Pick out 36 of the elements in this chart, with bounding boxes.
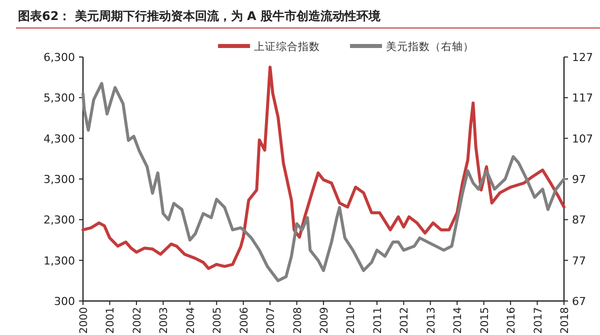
- y2-tick-label: 97: [572, 173, 586, 186]
- legend-label: 上证综合指数: [254, 40, 320, 53]
- legend-label: 美元指数（右轴）: [386, 40, 474, 53]
- y2-tick-label: 67: [572, 295, 586, 308]
- x-tick-label: 2001: [104, 307, 117, 334]
- y-tick-label: 2,300: [44, 214, 75, 227]
- x-tick-label: 2000: [78, 307, 90, 334]
- chart-title: 图表62： 美元周期下行推动资本回流，为 A 股牛市创造流动性环境: [18, 9, 382, 23]
- y-tick-label: 1,300: [44, 254, 75, 268]
- x-tick-label: 2010: [345, 307, 358, 334]
- x-tick-label: 2012: [398, 307, 411, 334]
- x-tick-label: 2008: [292, 307, 304, 334]
- y-tick-label: 3,300: [44, 173, 75, 186]
- x-tick-label: 2013: [425, 307, 438, 334]
- x-tick-label: 2003: [158, 307, 170, 334]
- y-tick-label: 300: [54, 295, 75, 308]
- y2-tick-label: 117: [572, 92, 593, 105]
- x-tick-label: 2002: [131, 307, 144, 334]
- y2-tick-label: 127: [572, 51, 593, 64]
- x-tick-label: 2007: [265, 307, 278, 334]
- y2-tick-label: 77: [572, 254, 586, 268]
- x-tick-label: 2018: [559, 307, 571, 334]
- x-tick-label: 2004: [184, 306, 197, 334]
- y2-tick-label: 87: [572, 214, 586, 227]
- x-tick-label: 2009: [318, 307, 330, 334]
- y2-tick-label: 107: [572, 132, 593, 146]
- x-tick-label: 2017: [532, 307, 544, 334]
- y-tick-label: 5,300: [44, 92, 75, 105]
- y-tick-label: 6,300: [44, 51, 75, 64]
- x-tick-label: 2006: [238, 306, 250, 334]
- x-tick-label: 2005: [212, 307, 224, 334]
- x-tick-label: 2011: [372, 307, 384, 334]
- x-tick-label: 2014: [452, 306, 464, 334]
- x-tick-label: 2016: [506, 306, 518, 334]
- x-tick-label: 2015: [478, 307, 491, 334]
- y-tick-label: 4,300: [44, 132, 75, 146]
